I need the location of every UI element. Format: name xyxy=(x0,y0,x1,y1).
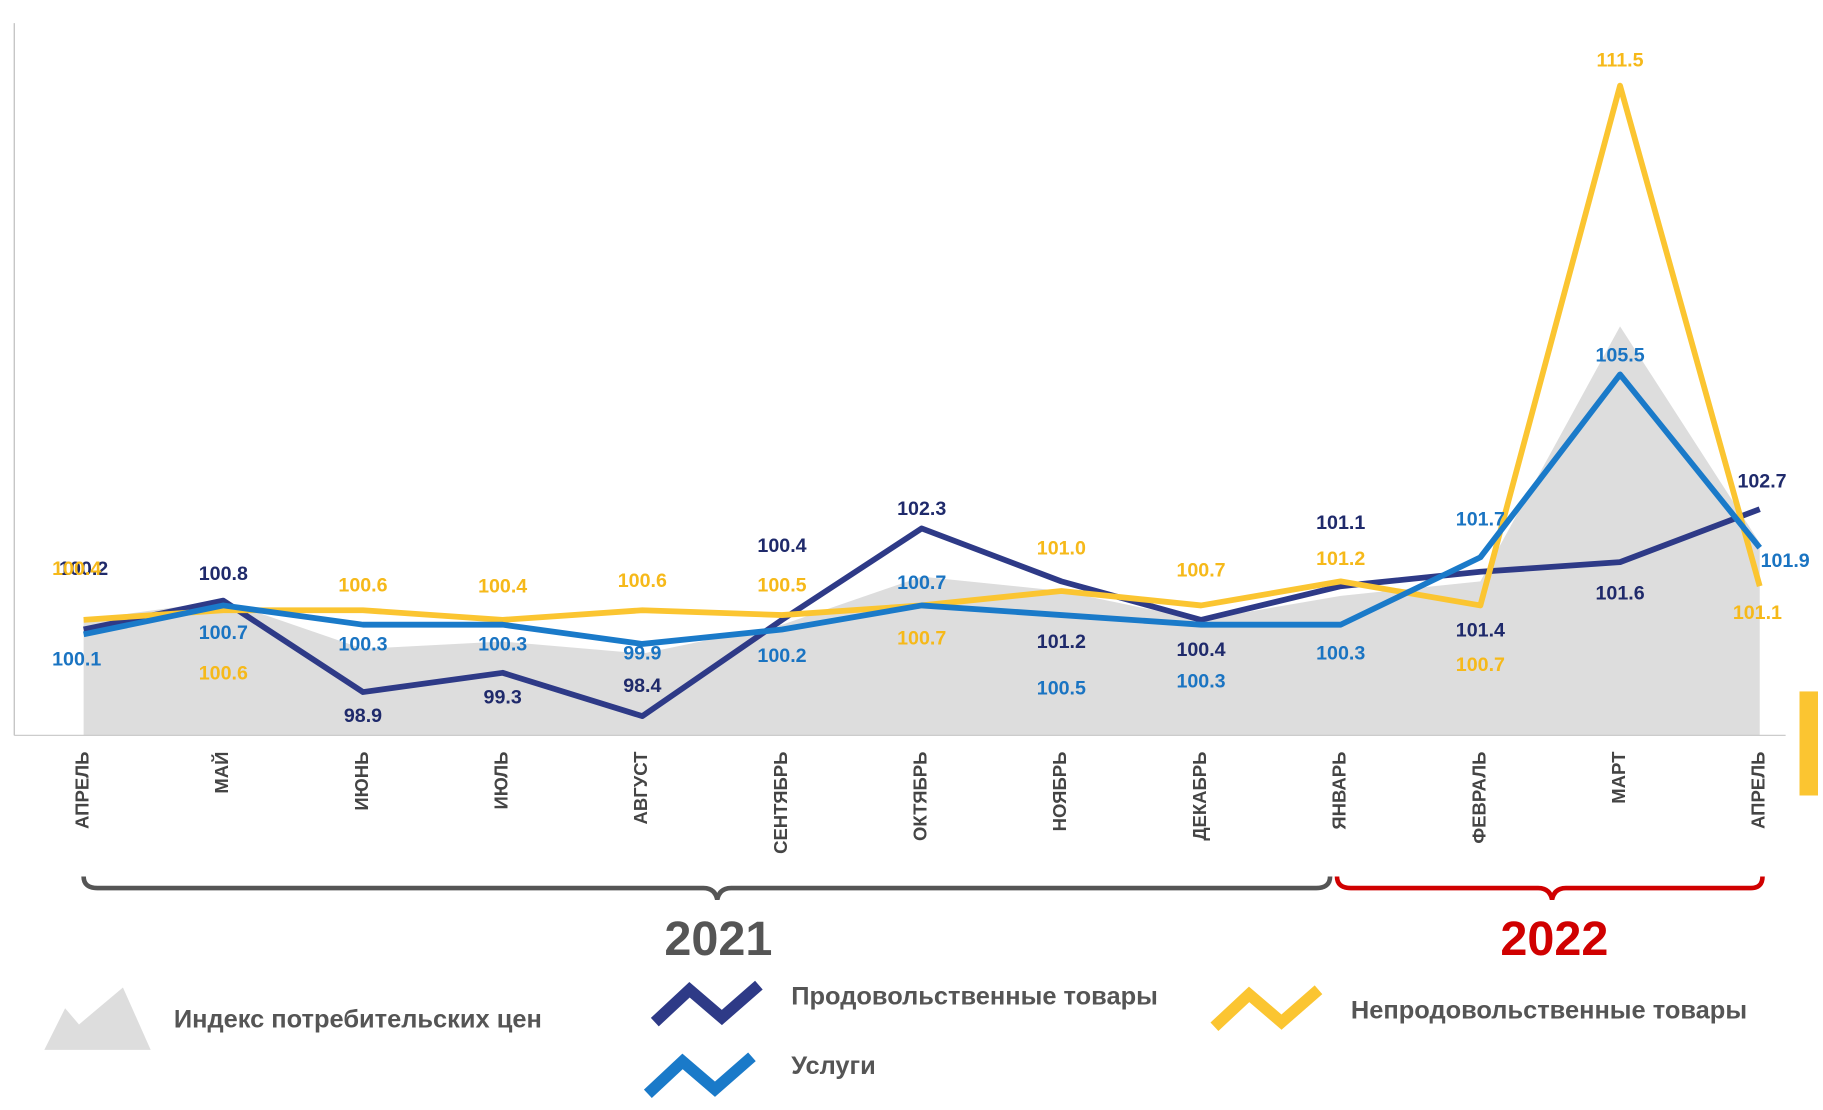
data-label: 101.4 xyxy=(1456,620,1505,642)
legend-label: Непродовольственные товары xyxy=(1351,996,1747,1024)
x-tick-label: НОЯБРЬ xyxy=(1049,752,1070,832)
legend-label: Продовольственные товары xyxy=(791,983,1158,1011)
data-label: 100.3 xyxy=(478,633,527,655)
data-label: 100.4 xyxy=(1176,639,1225,661)
data-label: 100.3 xyxy=(338,633,387,655)
data-label: 100.5 xyxy=(1037,677,1086,699)
x-tick-label: СЕНТЯБРЬ xyxy=(770,752,791,854)
brace-2021 xyxy=(81,876,1333,901)
data-label: 105.5 xyxy=(1595,344,1644,366)
data-label: 100.8 xyxy=(199,563,248,585)
legend-label: Индекс потребительских цен xyxy=(174,1006,542,1034)
data-label: 101.2 xyxy=(1316,548,1365,570)
data-label: 100.7 xyxy=(1456,654,1505,676)
data-label: 99.3 xyxy=(484,687,522,709)
data-label: 100.3 xyxy=(1176,670,1225,692)
data-label: 100.4 xyxy=(478,576,527,598)
x-tick-label: МАЙ xyxy=(211,752,232,794)
data-label: 101.2 xyxy=(1037,631,1086,653)
legend-icon xyxy=(44,987,151,1050)
data-label: 100.1 xyxy=(52,648,101,670)
data-label: 101.0 xyxy=(1037,537,1086,559)
data-label: 102.3 xyxy=(897,498,946,520)
x-tick-label: ОКТЯБРЬ xyxy=(910,752,931,841)
data-label: 111.5 xyxy=(1597,49,1644,71)
data-label: 100.4 xyxy=(757,535,806,557)
data-label: 100.6 xyxy=(199,662,248,684)
decor-bar xyxy=(1799,691,1818,796)
data-label: 100.6 xyxy=(338,574,387,596)
data-label: 99.9 xyxy=(623,643,661,665)
area xyxy=(83,326,1760,736)
data-label: 98.4 xyxy=(623,675,661,697)
x-tick-label: ФЕВРАЛЬ xyxy=(1468,752,1489,844)
year-label: 2022 xyxy=(1500,912,1608,966)
x-tick-label: ИЮНЬ xyxy=(351,752,372,811)
legend-icon xyxy=(650,980,763,1027)
x-tick-label: АПРЕЛЬ xyxy=(1748,752,1769,829)
data-label: 100.5 xyxy=(757,574,806,596)
data-label: 101.1 xyxy=(1316,512,1365,534)
data-label: 100.3 xyxy=(1316,643,1365,665)
x-tick-label: МАРТ xyxy=(1608,751,1629,804)
data-label: 101.9 xyxy=(1761,550,1810,572)
data-label: 101.7 xyxy=(1456,509,1505,531)
data-label: 100.2 xyxy=(59,558,108,580)
x-tick-label: ДЕКАБРЬ xyxy=(1189,752,1210,841)
brace-2022 xyxy=(1334,876,1765,901)
data-label: 100.7 xyxy=(199,622,248,644)
data-label: 100.7 xyxy=(897,572,946,594)
x-tick-label: ИЮЛЬ xyxy=(491,752,512,810)
data-label: 100.7 xyxy=(897,628,946,650)
data-label: 100.6 xyxy=(618,570,667,592)
data-label: 100.2 xyxy=(757,645,806,667)
data-label: 102.7 xyxy=(1737,470,1786,492)
legend-icon xyxy=(643,1052,756,1099)
data-label: 100.7 xyxy=(1176,559,1225,581)
data-label: 101.1 xyxy=(1733,602,1782,624)
data-label: 98.9 xyxy=(344,705,382,727)
line xyxy=(83,371,1762,647)
line xyxy=(83,506,1761,720)
year-label: 2021 xyxy=(664,912,772,966)
x-tick-label: ЯНВАРЬ xyxy=(1329,752,1350,830)
data-label: 100.4 xyxy=(52,558,101,580)
data-label: 101.6 xyxy=(1595,583,1644,605)
x-tick-label: АВГУСТ xyxy=(630,751,651,825)
x-tick-label: АПРЕЛЬ xyxy=(72,752,93,829)
legend-icon xyxy=(1210,985,1323,1031)
legend-label: Услуги xyxy=(791,1052,876,1080)
